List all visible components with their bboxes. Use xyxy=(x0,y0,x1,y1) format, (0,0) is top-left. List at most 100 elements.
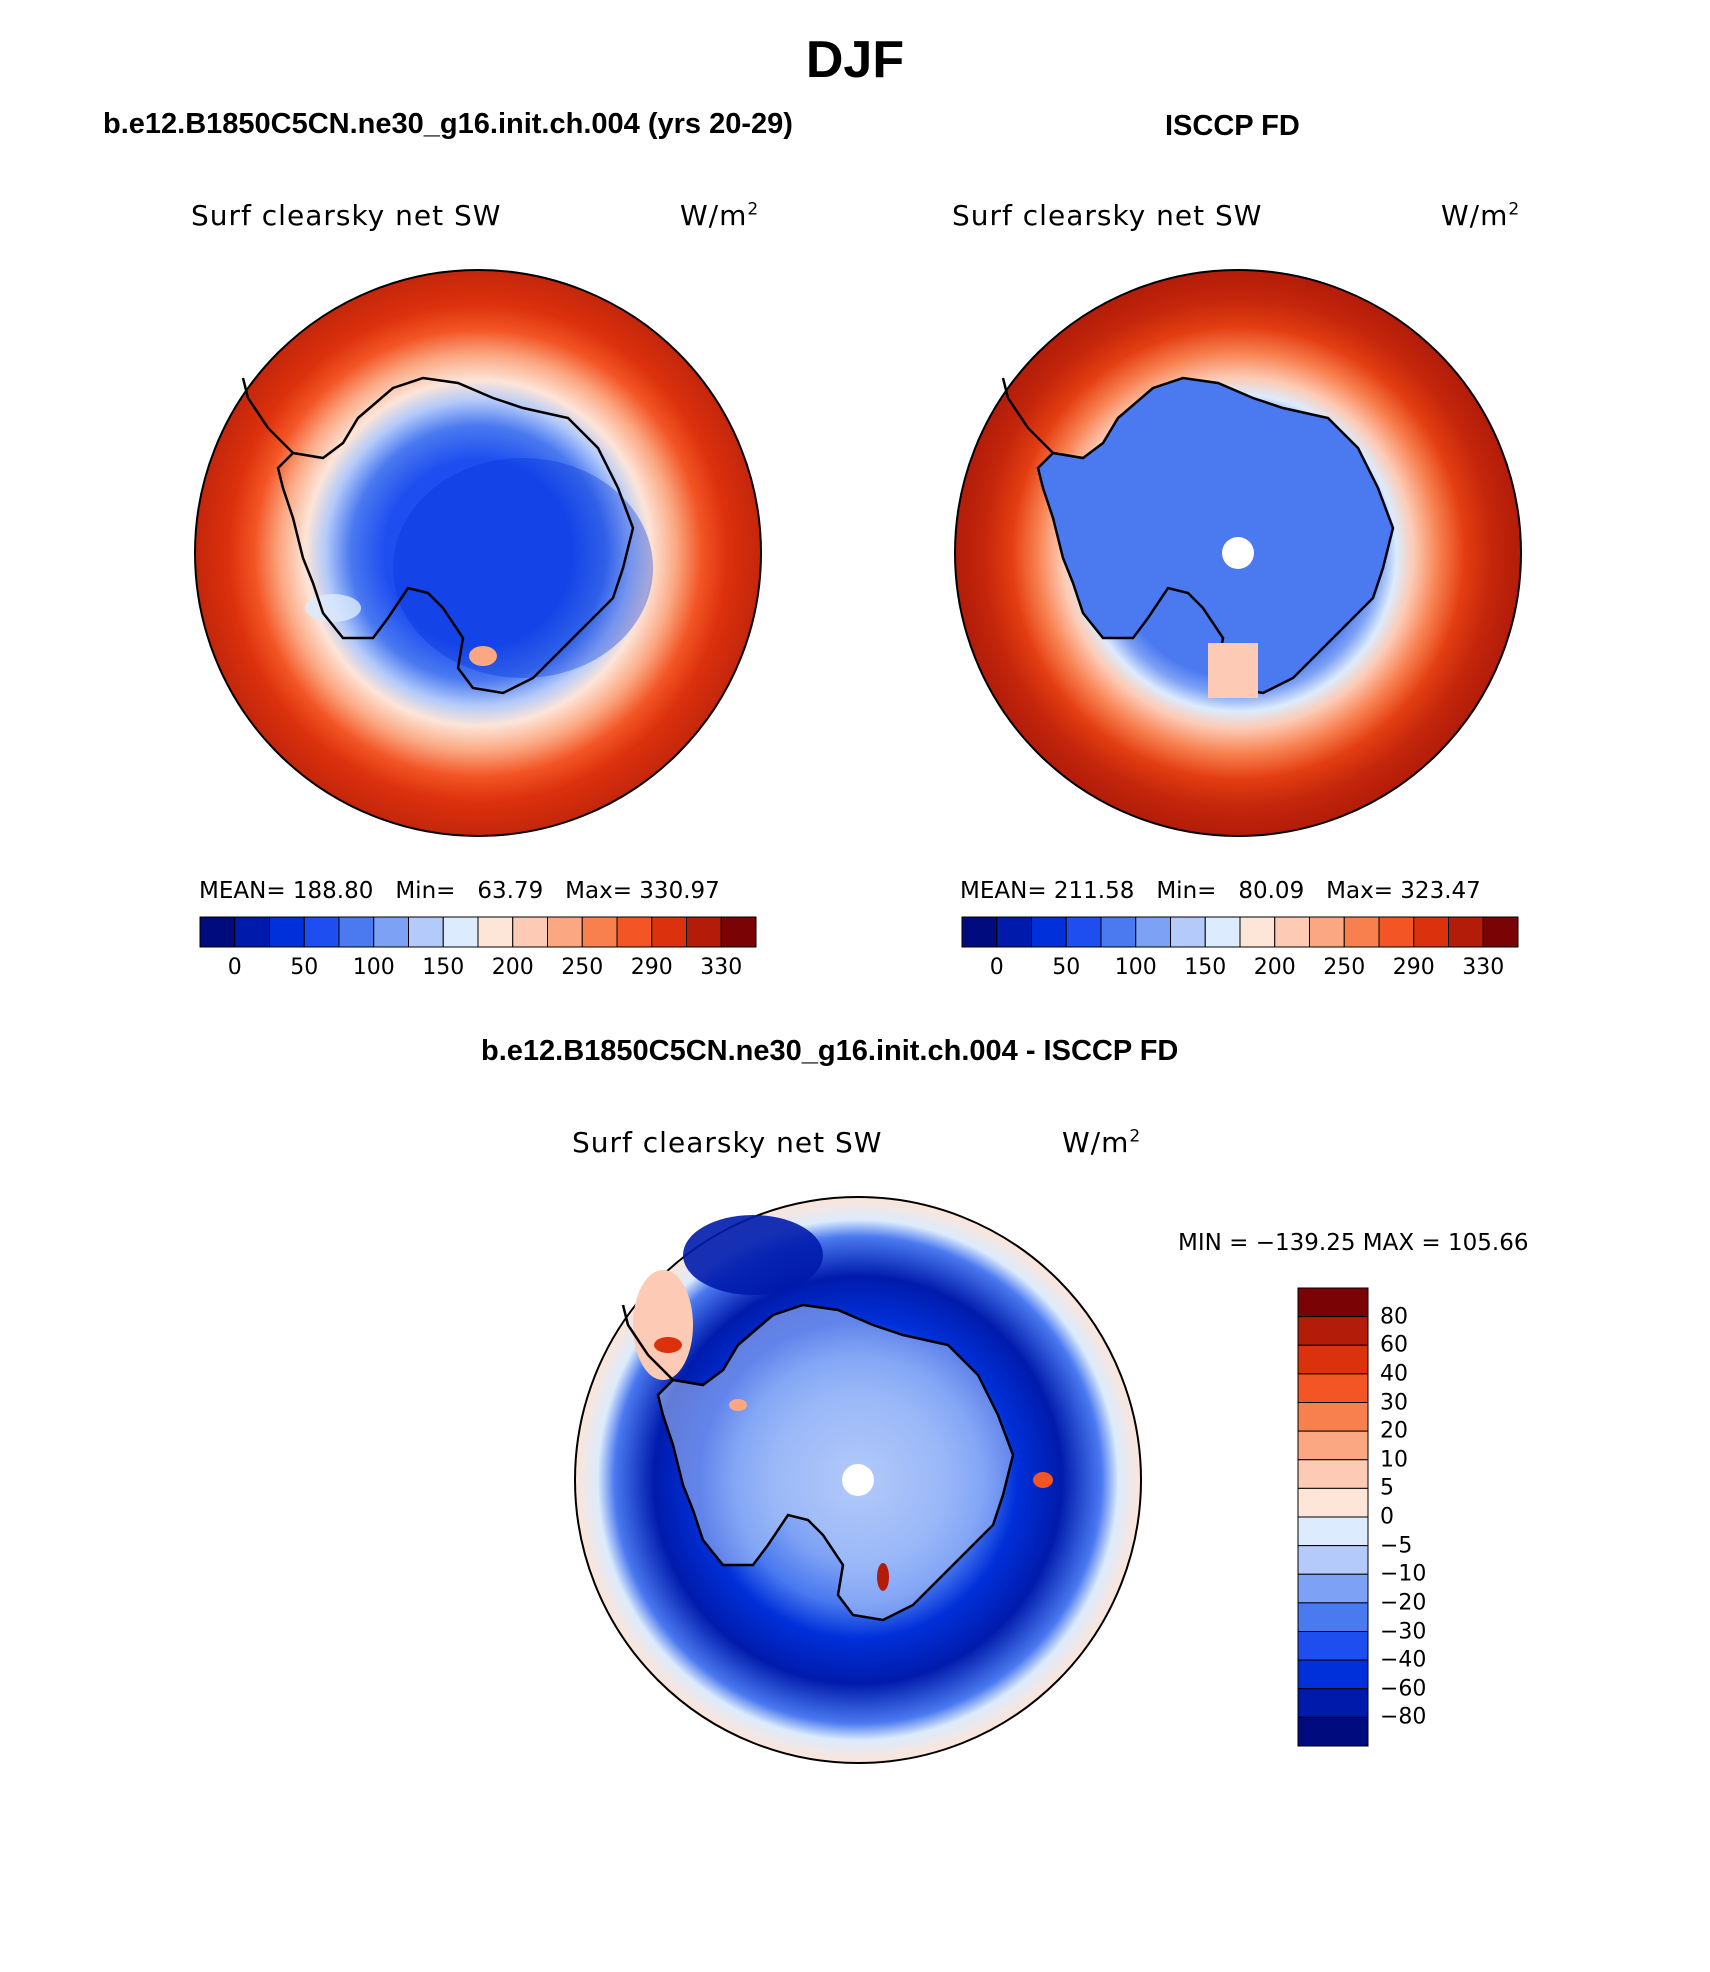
panel-3-colorbar-swatch xyxy=(1297,1459,1369,1489)
panel-1-colorbar-swatch xyxy=(547,916,583,948)
panel-2-peninsula-coastline xyxy=(1001,377,1054,454)
panel-2-colorbar-tick-label: 200 xyxy=(1253,955,1296,980)
panel-2-colorbar-swatch xyxy=(1413,916,1449,948)
panel-3-polar-map xyxy=(574,1196,1142,1764)
panel-3-colorbar-ticks: 80 60 40 30 20 10 5 0 −5 −10 −20 −30 −40 −60 −80 xyxy=(1380,1288,1460,1746)
panel-1-field-disk xyxy=(194,269,762,837)
panel-3-title: b.e12.B1850C5CN.ne30_g16.init.ch.004 - I… xyxy=(481,1035,1179,1067)
panel-2-colorbar-ticks: 0 50 100 150 200 250 290 330 xyxy=(962,955,1518,985)
panel-3-dark-patch xyxy=(683,1215,823,1295)
panel-1-colorbar-tick-label: 200 xyxy=(491,955,534,980)
panel-3-hotspot-2 xyxy=(729,1399,747,1411)
panel-3-coastline xyxy=(656,1303,1015,1622)
panel-1-colorbar-swatch xyxy=(581,916,618,948)
panel-2-colorbar-tick-label: 330 xyxy=(1462,955,1505,980)
panel-1-colorbar-swatch xyxy=(303,916,340,948)
panel-2-colorbar-swatch xyxy=(1343,916,1380,948)
panel-1-colorbar-tick-label: 50 xyxy=(290,955,319,980)
panel-1-shelf-patch xyxy=(305,594,361,622)
panel-3-colorbar xyxy=(1297,1287,1369,1747)
panel-3-pole-hole xyxy=(842,1464,874,1496)
panel-3-colorbar-tick-label: −5 xyxy=(1380,1533,1413,1559)
panel-1-units: W/m2 xyxy=(680,199,760,232)
panel-3-colorbar-swatch xyxy=(1297,1373,1369,1403)
panel-1-colorbar-swatch xyxy=(199,916,236,948)
panel-3-peninsula-coastline xyxy=(621,1304,674,1381)
panel-3-colorbar-swatch xyxy=(1297,1402,1369,1432)
panel-3-hotspot-3 xyxy=(877,1563,889,1591)
panel-3-peninsula-patch xyxy=(633,1270,693,1380)
panel-2-colorbar-swatch xyxy=(1239,916,1276,948)
panel-3-colorbar-swatch xyxy=(1297,1688,1369,1718)
panel-2-colorbar-tick-label: 100 xyxy=(1114,955,1157,980)
panel-1-colorbar-swatch xyxy=(720,916,757,948)
panel-3-colorbar-swatch xyxy=(1297,1545,1369,1575)
panel-1-colorbar-swatch xyxy=(686,916,722,948)
panel-2-polar-map xyxy=(954,269,1522,837)
panel-2-colorbar-swatch xyxy=(1274,916,1310,948)
panel-2-colorbar-swatch xyxy=(1204,916,1241,948)
panel-3-colorbar-tick-label: 10 xyxy=(1380,1447,1408,1473)
panel-1-colorbar-swatch xyxy=(512,916,548,948)
panel-3-hotspot-1 xyxy=(654,1337,682,1353)
panel-1-colorbar-swatch xyxy=(651,916,687,948)
panel-2-colorbar-swatch xyxy=(1100,916,1137,948)
panel-3-colorbar-swatch xyxy=(1297,1573,1369,1604)
panel-3-variable-label: Surf clearsky net SW xyxy=(572,1126,883,1159)
panel-3-colorbar-tick-label: 60 xyxy=(1380,1332,1408,1358)
panel-3-colorbar-tick-label: 30 xyxy=(1380,1390,1408,1415)
panel-2-colorbar-tick-label: 50 xyxy=(1052,955,1081,980)
panel-3-colorbar-tick-label: 5 xyxy=(1380,1475,1394,1501)
panel-1-coastline xyxy=(276,376,635,695)
panel-2-colorbar xyxy=(961,916,1519,948)
panel-2-ross-patch xyxy=(1208,643,1258,698)
panel-2-colorbar-swatch xyxy=(1448,916,1484,948)
panel-1-title: b.e12.B1850C5CN.ne30_g16.init.ch.004 (yr… xyxy=(103,108,793,140)
panel-2-colorbar-swatch xyxy=(1170,916,1206,948)
panel-2-colorbar-swatch xyxy=(1482,916,1519,948)
panel-1-stats: MEAN= 188.80 Min= 63.79 Max= 330.97 xyxy=(199,878,720,904)
panel-2-colorbar-swatch xyxy=(1135,916,1171,948)
panel-2-colorbar-swatch xyxy=(1031,916,1067,948)
panel-1-colorbar-tick-label: 0 xyxy=(227,955,242,980)
panel-1-variable-label: Surf clearsky net SW xyxy=(191,199,502,232)
panel-1-colorbar-swatch xyxy=(616,916,653,948)
panel-2-colorbar-swatch xyxy=(1065,916,1102,948)
panel-3-colorbar-tick-label: 40 xyxy=(1380,1361,1408,1387)
panel-3-colorbar-tick-label: −60 xyxy=(1380,1676,1427,1702)
panel-3-colorbar-swatch xyxy=(1297,1430,1369,1461)
panel-2-colorbar-tick-label: 290 xyxy=(1392,955,1435,980)
panel-3-min-max: MIN = −139.25 MAX = 105.66 xyxy=(1178,1230,1529,1256)
panel-3-colorbar-swatch xyxy=(1297,1287,1369,1318)
panel-2-variable-label: Surf clearsky net SW xyxy=(952,199,1263,232)
panel-1-colorbar-swatch xyxy=(338,916,375,948)
panel-2-colorbar-swatch xyxy=(1309,916,1345,948)
panel-1-interior-shade xyxy=(393,458,653,678)
panel-1-colorbar-ticks: 0 50 100 150 200 250 290 330 xyxy=(200,955,756,985)
panel-1-colorbar-swatch xyxy=(477,916,514,948)
panel-1-colorbar-tick-label: 250 xyxy=(561,955,604,980)
panel-2-colorbar-tick-label: 150 xyxy=(1184,955,1227,980)
panel-3-colorbar-swatch xyxy=(1297,1516,1369,1547)
panel-3-colorbar-swatch xyxy=(1297,1316,1369,1346)
panel-1-colorbar-tick-label: 290 xyxy=(630,955,673,980)
panel-1-colorbar-tick-label: 100 xyxy=(352,955,395,980)
panel-1-colorbar-tick-label: 150 xyxy=(422,955,465,980)
panel-1-peninsula-coastline xyxy=(241,377,294,454)
panel-1-colorbar-swatch xyxy=(234,916,270,948)
panel-3-colorbar-tick-label: 0 xyxy=(1380,1504,1394,1530)
panel-3-colorbar-swatch xyxy=(1297,1631,1369,1661)
panel-1-polar-map xyxy=(194,269,762,837)
panel-3-hotspot-4 xyxy=(1033,1472,1053,1488)
panel-2-coastline xyxy=(1036,376,1395,695)
panel-1-colorbar-swatch xyxy=(442,916,479,948)
panel-3-colorbar-swatch xyxy=(1297,1344,1369,1375)
panel-3-colorbar-tick-label: −40 xyxy=(1380,1647,1427,1673)
panel-3-colorbar-tick-label: −10 xyxy=(1380,1561,1427,1587)
panel-2-colorbar-tick-label: 250 xyxy=(1323,955,1366,980)
panel-2-stats: MEAN= 211.58 Min= 80.09 Max= 323.47 xyxy=(960,878,1481,904)
panel-2-title: ISCCP FD xyxy=(1165,110,1300,142)
panel-1-colorbar-swatch xyxy=(269,916,305,948)
panel-3-colorbar-swatch xyxy=(1297,1659,1369,1690)
figure-title: DJF xyxy=(805,31,905,89)
